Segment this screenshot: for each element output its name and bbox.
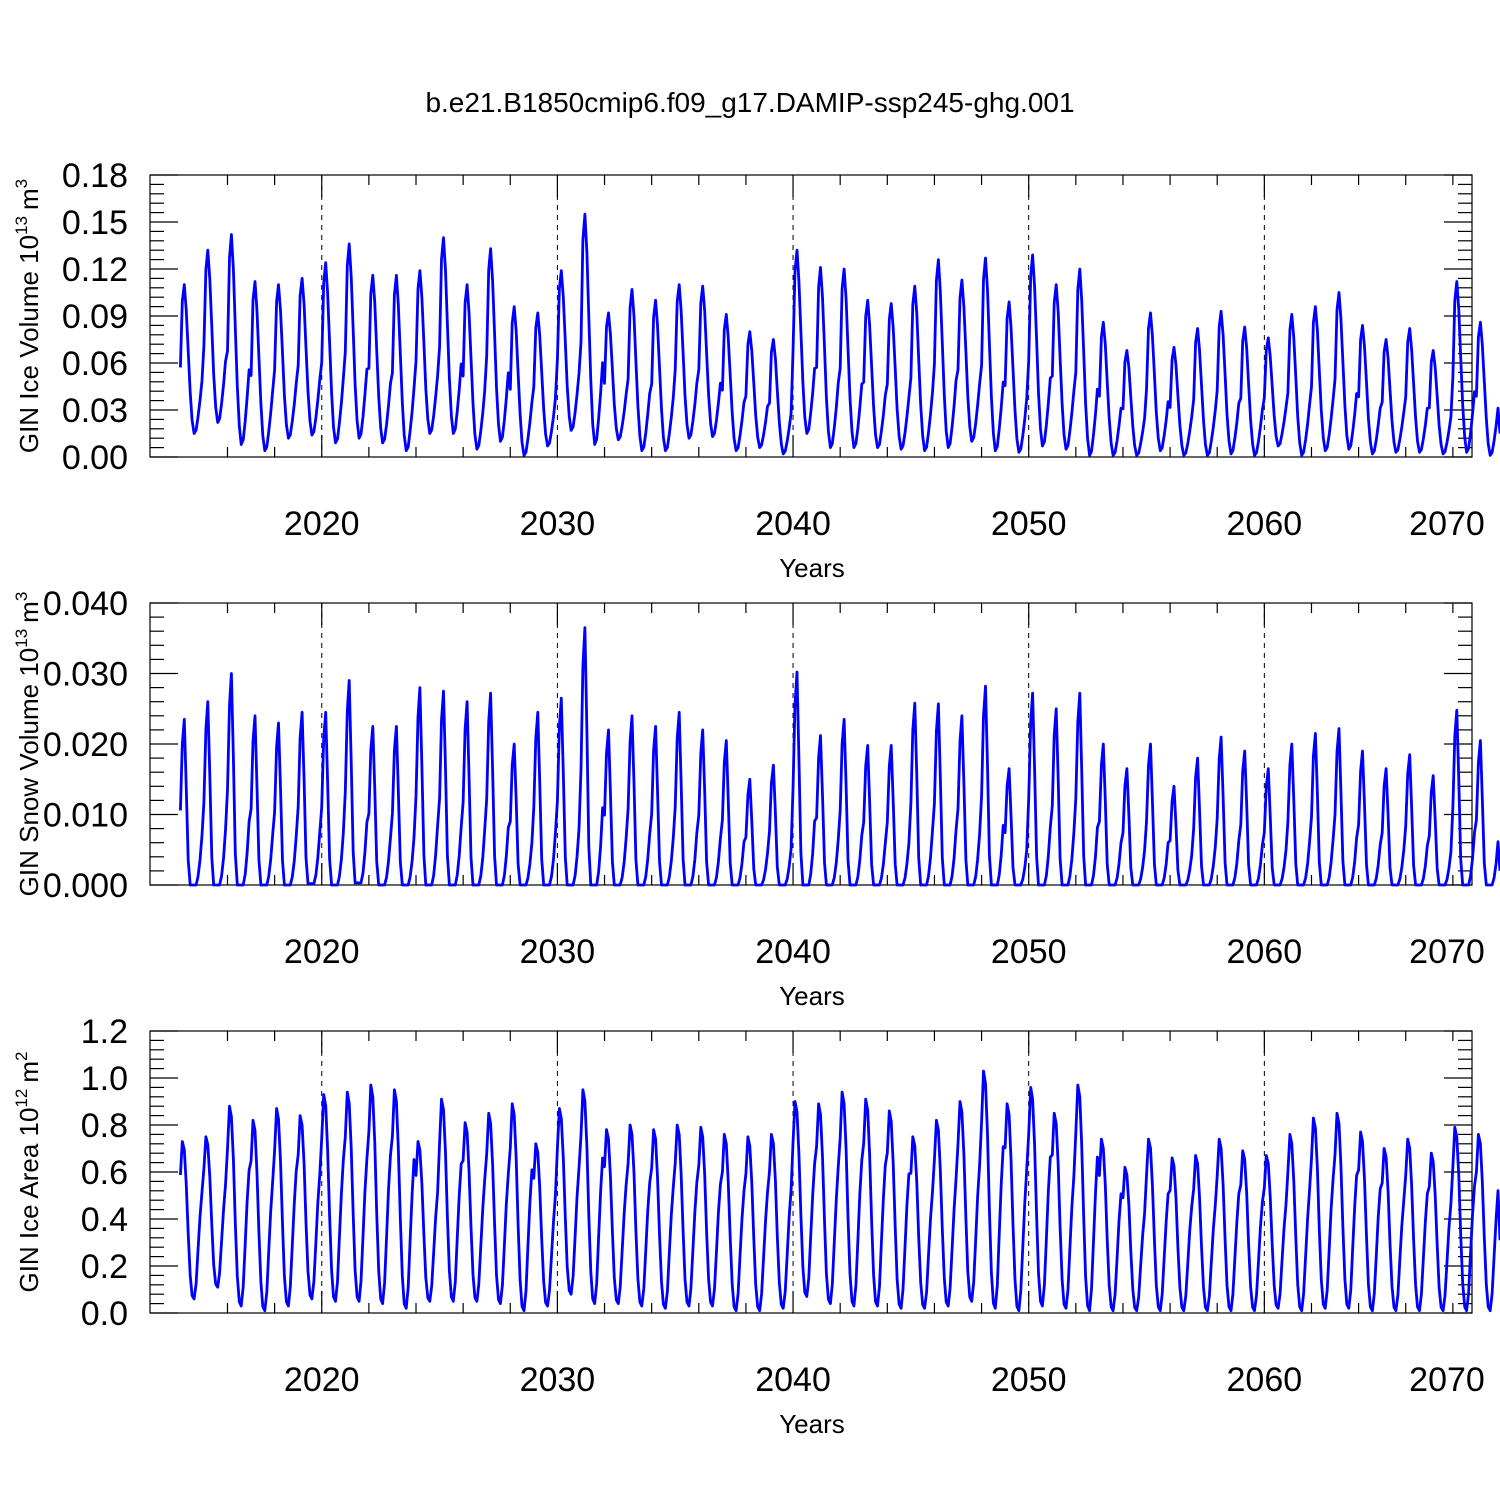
y-tick-label: 0.00 xyxy=(62,439,128,477)
y-tick-label: 0.6 xyxy=(81,1154,128,1192)
x-tick-label: 2030 xyxy=(520,1361,596,1399)
x-tick-label: 2030 xyxy=(520,505,596,543)
y-axis-label-unit-exponent: 3 xyxy=(12,592,31,601)
y-tick-label: 0.06 xyxy=(62,345,128,383)
y-tick-label: 1.0 xyxy=(81,1060,128,1098)
y-tick-label: 0.010 xyxy=(43,797,128,835)
y-tick-label: 0.03 xyxy=(62,392,128,430)
x-tick-label: 2040 xyxy=(755,505,831,543)
series-line-ice-area xyxy=(179,1069,1500,1313)
y-axis-label: GIN Ice Volume 1013 m3 xyxy=(12,179,44,453)
y-axis-label-exponent: 13 xyxy=(12,216,31,235)
x-tick-label: 2070 xyxy=(1409,933,1485,971)
x-tick-label: 2060 xyxy=(1227,505,1303,543)
y-axis-label: GIN Snow Volume 1013 m3 xyxy=(12,592,44,897)
x-tick-label: 2050 xyxy=(991,933,1067,971)
y-tick-label: 1.2 xyxy=(81,1013,128,1051)
x-tick-label: 2050 xyxy=(991,505,1067,543)
y-tick-label: 0.030 xyxy=(43,656,128,694)
y-tick-label: 0.09 xyxy=(62,298,128,336)
y-tick-label: 0.0 xyxy=(81,1295,128,1333)
figure-title: b.e21.B1850cmip6.f09_g17.DAMIP-ssp245-gh… xyxy=(425,87,1074,118)
x-tick-label: 2070 xyxy=(1409,505,1485,543)
y-tick-label: 0.4 xyxy=(81,1201,128,1239)
panel-ice-volume: 2020 2030 2040 2050 2060 2070 Years 0.00 0.03 0.0… xyxy=(12,157,1500,583)
x-tick-label: 2060 xyxy=(1227,1361,1303,1399)
y-tick-label: 0.020 xyxy=(43,726,128,764)
x-tick-label: 2070 xyxy=(1409,1361,1485,1399)
y-axis-label-unit-exponent: 3 xyxy=(12,179,31,188)
y-axis-label-exponent: 12 xyxy=(12,1089,31,1108)
x-tick-label: 2020 xyxy=(284,1361,360,1399)
y-axis-label: GIN Ice Area 1012 m2 xyxy=(12,1051,44,1292)
y-axis-label-unit: m xyxy=(14,188,44,210)
y-tick-label: 0.040 xyxy=(43,585,128,623)
series-line-snow-volume xyxy=(179,626,1500,887)
y-axis-label-main: GIN Snow Volume 10 xyxy=(14,648,44,897)
y-axis-label-unit-exponent: 2 xyxy=(12,1051,31,1060)
panel-snow-volume: 2020 2030 2040 2050 2060 2070 Years 0.000 0.010 0… xyxy=(12,585,1500,1011)
y-tick-label: 0.000 xyxy=(43,867,128,905)
y-axis-label-exponent: 13 xyxy=(12,629,31,648)
y-tick-label: 0.2 xyxy=(81,1248,128,1286)
y-tick-label: 0.8 xyxy=(81,1107,128,1145)
x-tick-label: 2040 xyxy=(755,1361,831,1399)
series-line-ice-volume xyxy=(179,212,1500,457)
y-tick-label: 0.12 xyxy=(62,251,128,289)
x-axis-label: Years xyxy=(779,981,845,1011)
x-tick-label: 2050 xyxy=(991,1361,1067,1399)
x-axis-label: Years xyxy=(779,1409,845,1439)
x-tick-label: 2040 xyxy=(755,933,831,971)
y-tick-label: 0.15 xyxy=(62,204,128,242)
y-axis-label-main: GIN Ice Volume 10 xyxy=(14,235,44,453)
x-tick-label: 2030 xyxy=(520,933,596,971)
y-axis-label-unit: m xyxy=(14,1061,44,1083)
y-axis-label-main: GIN Ice Area 10 xyxy=(14,1108,44,1293)
x-tick-label: 2020 xyxy=(284,933,360,971)
x-tick-label: 2020 xyxy=(284,505,360,543)
y-axis-label-unit: m xyxy=(14,601,44,623)
x-axis-label: Years xyxy=(779,553,845,583)
x-tick-label: 2060 xyxy=(1227,933,1303,971)
y-tick-label: 0.18 xyxy=(62,157,128,195)
panel-ice-area: 2020 2030 2040 2050 2060 2070 Years 0.0 0.2 0.4 0.… xyxy=(12,1013,1500,1439)
